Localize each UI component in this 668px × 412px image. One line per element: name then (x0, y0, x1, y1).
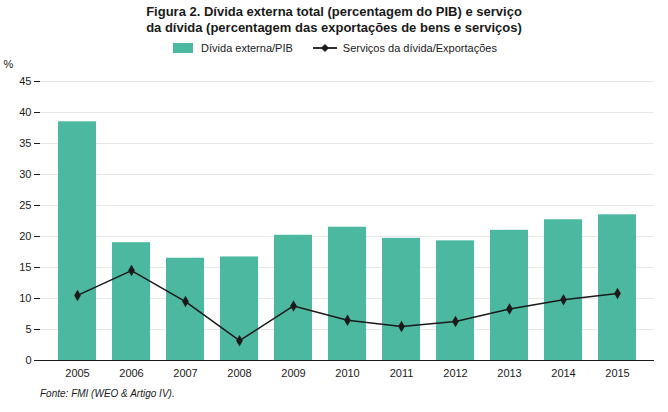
html-text:Dívida externa/PIB: Dívida externa/PIB (201, 41, 293, 54)
svg-text:25: 25 (19, 199, 31, 211)
svg-text:2010: 2010 (335, 367, 359, 379)
svg-text:2013: 2013 (497, 367, 521, 379)
svg-text:2006: 2006 (119, 367, 143, 379)
svg-text:2015: 2015 (605, 367, 629, 379)
html-text:Figura 2. Dívida externa total: Figura 2. Dívida externa total (percenta… (146, 4, 522, 36)
svg-text:2005: 2005 (65, 367, 89, 379)
svg-text:30: 30 (19, 168, 31, 180)
svg-text:2014: 2014 (551, 367, 575, 379)
svg-text:2009: 2009 (281, 367, 305, 379)
svg-text:40: 40 (19, 106, 31, 118)
svg-text:2011: 2011 (390, 367, 414, 379)
svg-text:5: 5 (25, 323, 31, 335)
svg-text:2007: 2007 (173, 367, 197, 379)
svg-text:10: 10 (19, 292, 31, 304)
svg-text:2008: 2008 (227, 367, 251, 379)
html-text:Serviços da dívida/Exportações: Serviços da dívida/Exportações (342, 41, 497, 54)
svg-text:0: 0 (25, 354, 31, 366)
svg-text:45: 45 (19, 75, 31, 87)
svg-text:15: 15 (19, 261, 31, 273)
svg-text:35: 35 (19, 137, 31, 149)
html-text:Fonte: FMI (WEO & Artigo IV).: Fonte: FMI (WEO & Artigo IV). (40, 387, 175, 399)
svg-text:2012: 2012 (443, 367, 467, 379)
svg-text:20: 20 (19, 230, 31, 242)
svg-text:%: % (4, 58, 14, 70)
